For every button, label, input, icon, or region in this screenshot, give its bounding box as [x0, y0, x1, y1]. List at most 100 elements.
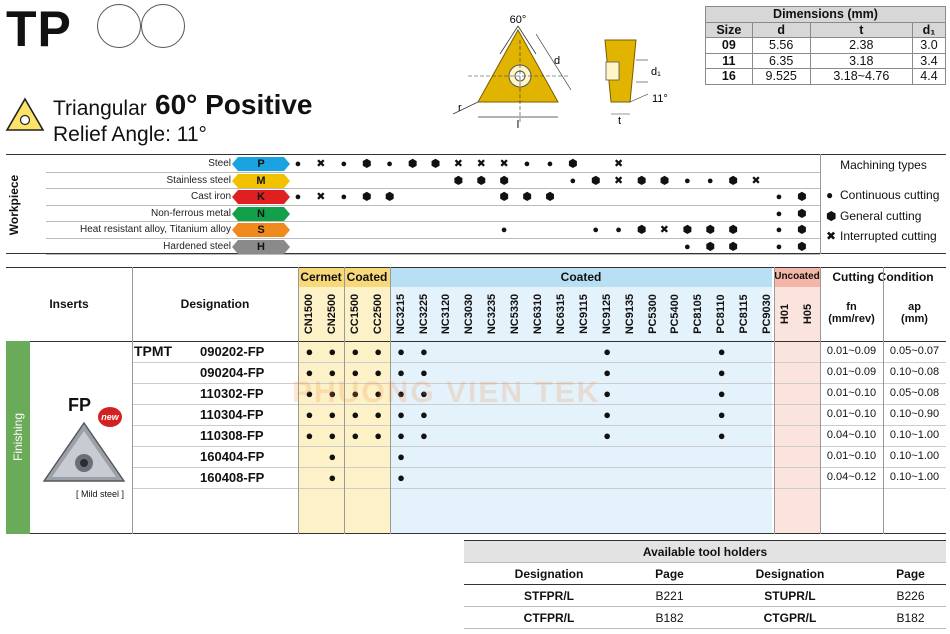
workpiece-label: Workpiece: [7, 174, 21, 236]
grade-availability-dot: ●: [397, 344, 405, 359]
uncoated-band: [774, 267, 820, 534]
grade-header: NC3030: [458, 289, 481, 339]
column-line: [344, 267, 345, 534]
workpiece-row: Stainless steel M ⬢ ⬢ ⬢ ● ⬢ ✖ ⬢ ⬢ ● ● ⬢ ✖: [46, 173, 820, 189]
th-cell: B226: [874, 584, 946, 607]
ap-value: 0.10~0.90: [889, 408, 940, 420]
machining-mark: ✖: [659, 224, 669, 236]
machining-mark: ⬢: [728, 174, 738, 187]
dim-col-d: d: [751, 21, 811, 38]
machining-mark: ⬢: [590, 174, 601, 187]
machining-mark: ●: [775, 240, 783, 253]
column-line: [298, 267, 299, 534]
column-line: [883, 267, 884, 534]
machining-mark: ●: [294, 191, 302, 203]
insert-name: FP: [68, 395, 92, 415]
row-line: [132, 488, 946, 489]
machining-mark: ⬢: [728, 224, 738, 236]
row-line: [132, 362, 946, 363]
machining-types-legend: Machining types ● Continuous cutting ⬢ Gen…: [820, 154, 946, 254]
insert-photo: [42, 421, 126, 482]
new-badge: new: [98, 407, 122, 427]
ap-value: 0.10~1.00: [889, 450, 940, 462]
designation: 160408-FP: [200, 470, 265, 485]
th-cell: B182: [633, 606, 705, 629]
grade-header: PC5300: [642, 289, 665, 339]
grade-availability-dot: ●: [328, 428, 337, 443]
fn-value: 0.01~0.10: [826, 450, 877, 462]
insert-dimension-diagram: 60° d l r d₁ t 11°: [452, 14, 668, 130]
dim-cell: 11: [705, 52, 753, 69]
grade-label: NC9125: [600, 293, 613, 335]
relief-angle: Relief Angle: 11°: [53, 123, 207, 146]
machining-types-title: Machining types: [840, 158, 927, 172]
header-bottom-border: [6, 341, 946, 342]
iso-tag-letter: N: [257, 207, 265, 220]
grade-table: Cermet Coated Coated Uncoated Cutting Co…: [6, 267, 946, 534]
row-line: [132, 467, 946, 468]
grade-header: NC3120: [435, 289, 458, 339]
fn-header: fn (mm/rev): [828, 301, 875, 325]
grade-header: NC3235: [481, 289, 504, 339]
diagram-relief-label: 11°: [652, 93, 668, 105]
table-top-border: [6, 267, 946, 268]
group-cermet: Cermet: [298, 267, 344, 287]
interrupted-cutting-icon: ✖: [826, 229, 837, 243]
grade-availability-dot: ●: [374, 344, 383, 359]
machining-mark: ●: [340, 158, 348, 170]
workpiece-name: Hardened steel: [163, 240, 231, 252]
machining-mark: ✖: [316, 191, 326, 203]
machining-mark: ⬢: [361, 158, 372, 170]
iso-tag-n: N: [232, 206, 290, 221]
grade-header: PC8110: [710, 289, 733, 339]
dim-col-size: Size: [705, 21, 753, 38]
inserts-header: Inserts: [49, 297, 89, 311]
grade-availability-dot: ●: [717, 386, 726, 401]
th-header: Page: [874, 562, 946, 585]
machining-mark: ⬢: [453, 174, 464, 187]
machining-mark: ✖: [316, 158, 326, 170]
grade-availability-dot: ●: [374, 365, 383, 380]
machining-mark: ✖: [476, 158, 486, 170]
column-line: [774, 267, 775, 534]
machining-mark: ⬢: [545, 191, 555, 203]
machining-mark: ✖: [613, 158, 624, 170]
grade-availability-dot: ●: [397, 407, 405, 422]
grade-header: CN2500: [321, 289, 344, 339]
iso-tag-letter: M: [256, 174, 266, 187]
legend-label: General cutting: [840, 209, 922, 223]
dim-cell: 6.35: [751, 52, 811, 69]
machining-mark: ✖: [613, 174, 624, 187]
grade-label: CN2500: [325, 293, 338, 335]
grade-availability-dot: ●: [717, 365, 726, 380]
workpiece-row: Hardened steel H ● ⬢ ⬢ ● ⬢: [46, 239, 820, 255]
machining-mark: ⬢: [499, 191, 509, 203]
grade-availability-dot: ●: [420, 407, 428, 422]
machining-mark: ⬢: [796, 207, 807, 220]
iso-tag-s: S: [232, 223, 290, 237]
th-cell: B221: [633, 584, 705, 607]
dim-col-d1: d₁: [911, 21, 947, 38]
iso-tag-m: M: [232, 173, 290, 188]
grade-label: CC1500: [348, 293, 361, 335]
workpiece-name: Heat resistant alloy, Titanium alloy: [80, 224, 231, 235]
grade-availability-dot: ●: [328, 449, 337, 464]
grade-availability-dot: ●: [328, 344, 337, 359]
workpiece-name: Steel: [208, 158, 231, 169]
grade-availability-dot: ●: [351, 386, 360, 401]
workpiece-name: Cast iron: [190, 191, 231, 202]
th-cell: CTGPR/L: [704, 606, 875, 629]
designation: 090204-FP: [200, 365, 265, 380]
finishing-label: Finishing: [11, 412, 25, 462]
th-header: Designation: [464, 562, 634, 585]
row-line: [132, 404, 946, 405]
machining-mark: ●: [706, 174, 714, 187]
dimensions-table: Dimensions (mm) Size d t d₁ 09 5.56 2.38…: [705, 6, 947, 85]
grade-header: NC5330: [504, 289, 527, 339]
tool-holders-title: Available tool holders: [464, 540, 946, 563]
product-title: TP: [6, 1, 72, 57]
shape-name: Triangular: [53, 97, 147, 120]
machining-mark: ⬢: [522, 191, 532, 203]
machining-mark: ✖: [499, 158, 509, 170]
iso-tag-letter: S: [257, 224, 265, 236]
